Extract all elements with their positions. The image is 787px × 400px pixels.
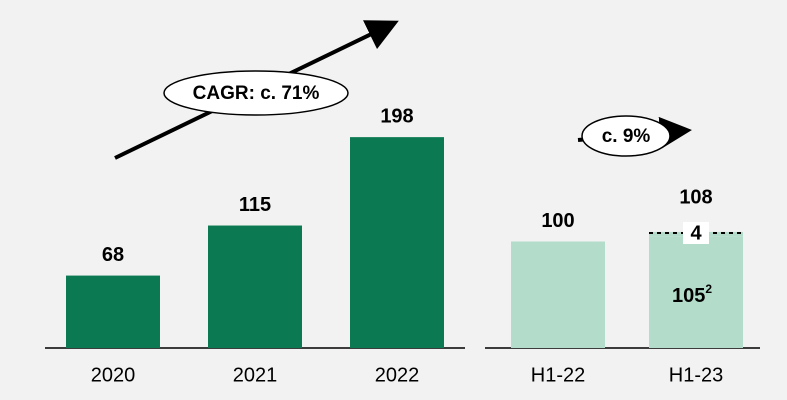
annotation: c. 9% [602,126,651,147]
label-box [683,221,709,244]
bar [350,137,444,348]
value-label: 100 [541,210,574,232]
bar [511,241,605,348]
x-tick-label: 2022 [375,364,420,386]
x-tick-label: 2021 [233,364,278,386]
x-tick-label: H1-23 [669,364,723,386]
footnote: 2 [705,282,712,296]
x-tick-label: 2020 [91,364,136,386]
annotation: CAGR: c. 71% [193,83,320,104]
value-label: 108 [679,186,712,208]
segment-label: 4 [690,222,702,244]
bar [208,225,302,348]
value-label: 68 [102,244,124,266]
value-label: 198 [380,105,413,127]
value-label: 115 [239,194,271,216]
segment-value: 105 [672,285,705,307]
x-tick-label: H1-22 [531,364,585,386]
annotation-bubble [581,115,671,157]
bar [66,275,160,348]
bar-segment [649,236,743,348]
annotation-bubble [163,70,349,116]
segment-label: 1052 [672,282,712,307]
